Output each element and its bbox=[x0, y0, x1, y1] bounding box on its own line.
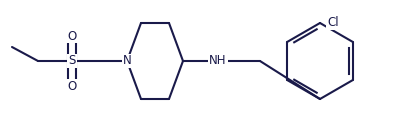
Text: O: O bbox=[67, 30, 77, 42]
Text: Cl: Cl bbox=[327, 16, 339, 30]
Text: N: N bbox=[123, 54, 131, 68]
Text: NH: NH bbox=[209, 54, 227, 68]
Text: O: O bbox=[67, 79, 77, 92]
Text: S: S bbox=[68, 54, 76, 68]
